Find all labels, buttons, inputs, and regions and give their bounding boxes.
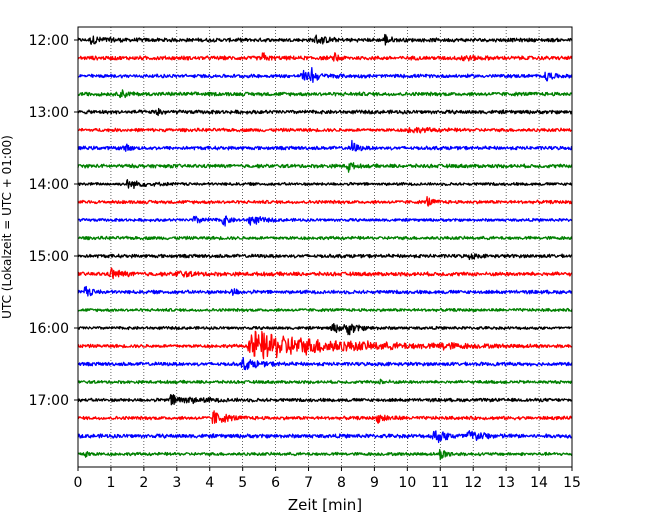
y-tick-label-1300: 13:00 xyxy=(29,105,69,121)
y-tick-label-1400: 14:00 xyxy=(29,177,69,193)
trace-1215 xyxy=(77,52,573,62)
trace-1415 xyxy=(77,195,573,207)
x-tick-label-11: 11 xyxy=(431,475,449,491)
trace-1330 xyxy=(77,139,573,153)
x-tick-label-8: 8 xyxy=(337,475,346,491)
trace-1400 xyxy=(77,179,573,190)
y-axis-ticks: 12:00 13:00 14:00 15:00 16:00 17:00 xyxy=(29,33,78,409)
plot-frame xyxy=(77,26,573,468)
trace-1530 xyxy=(77,285,573,297)
x-tick-label-5: 5 xyxy=(238,475,247,491)
y-tick-label-1600: 16:00 xyxy=(29,321,69,337)
y-tick-label-1500: 15:00 xyxy=(29,249,69,265)
y-tick-label-1200: 12:00 xyxy=(29,33,69,49)
trace-1700 xyxy=(77,393,573,406)
trace-1345 xyxy=(77,162,573,173)
trace-1200 xyxy=(77,33,573,46)
x-tick-label-1: 1 xyxy=(106,475,115,491)
trace-1600 xyxy=(77,322,573,336)
x-tick-label-13: 13 xyxy=(497,475,515,491)
x-tick-label-15: 15 xyxy=(563,475,581,491)
x-tick-label-9: 9 xyxy=(370,475,379,491)
x-tick-label-10: 10 xyxy=(398,475,416,491)
trace-1515 xyxy=(77,267,573,280)
trace-1430 xyxy=(77,215,573,227)
x-axis-label: Zeit [min] xyxy=(288,496,362,514)
trace-1500 xyxy=(77,253,573,261)
trace-1445 xyxy=(77,235,573,241)
x-tick-label-14: 14 xyxy=(530,475,548,491)
trace-1715 xyxy=(77,410,573,425)
x-axis-ticks: 0 1 2 3 4 5 6 7 8 9 10 11 12 13 14 15 xyxy=(74,467,581,491)
minute-grid xyxy=(110,27,540,467)
trace-1230 xyxy=(77,66,573,83)
x-tick-label-0: 0 xyxy=(74,475,83,491)
x-tick-label-3: 3 xyxy=(172,475,181,491)
trace-1630 xyxy=(77,356,573,371)
trace-1645 xyxy=(77,378,573,385)
trace-1615 xyxy=(77,330,573,360)
trace-1730 xyxy=(77,430,573,444)
trace-lines xyxy=(77,33,573,461)
x-tick-label-12: 12 xyxy=(464,475,482,491)
trace-1745 xyxy=(77,448,573,461)
x-tick-label-4: 4 xyxy=(205,475,214,491)
x-tick-label-2: 2 xyxy=(139,475,148,491)
y-tick-label-1700: 17:00 xyxy=(29,393,69,409)
trace-1245 xyxy=(77,89,573,99)
trace-1545 xyxy=(77,307,573,313)
y-axis-label: UTC (Lokalzeit = UTC + 01:00) xyxy=(0,135,14,319)
x-tick-label-6: 6 xyxy=(271,475,280,491)
x-tick-label-7: 7 xyxy=(304,475,313,491)
trace-1300 xyxy=(77,107,573,117)
trace-1315 xyxy=(77,126,573,134)
